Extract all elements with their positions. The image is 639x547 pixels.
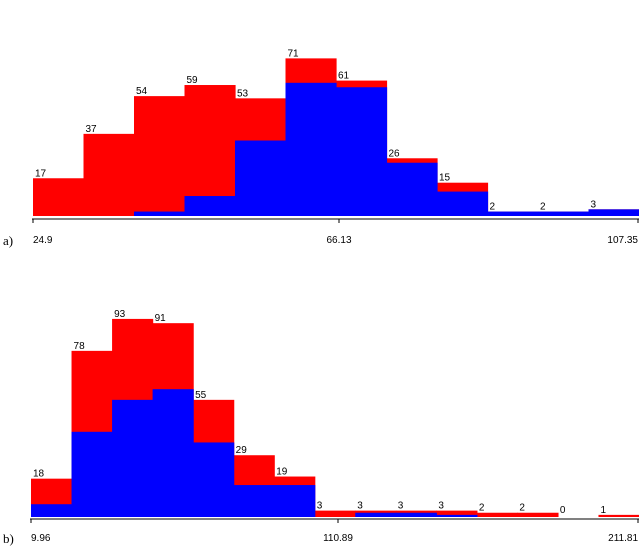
panel-label-b: b) [3,531,14,546]
bar-subset-b-5 [234,485,275,517]
count-label-a-3: 59 [187,75,199,86]
panel-label-a: a) [3,233,13,248]
bar-subset-b-4 [193,442,234,517]
bar-total-a-2 [134,96,185,216]
bar-subset-a-9 [488,212,539,216]
bar-subset-a-10 [538,212,589,216]
count-label-b-0: 18 [33,469,45,480]
count-label-b-8: 3 [357,501,363,512]
bar-subset-a-5 [286,83,337,216]
count-label-b-9: 3 [398,501,404,512]
bar-subset-b-6 [274,485,315,517]
bar-total-a-0 [33,178,84,216]
count-label-b-5: 29 [236,445,248,456]
count-label-b-12: 2 [519,503,525,514]
count-label-b-1: 78 [74,341,86,352]
count-label-b-14: 1 [600,505,606,516]
count-label-a-11: 3 [591,199,597,210]
count-label-a-8: 15 [439,173,451,184]
count-label-a-9: 2 [490,202,496,213]
bar-subset-a-2 [134,212,185,216]
bar-subset-b-3 [153,389,194,517]
count-label-a-6: 61 [338,71,350,82]
tick-label-a-0: 24.9 [33,235,53,246]
count-label-b-11: 2 [479,503,485,514]
count-label-a-7: 26 [389,148,401,159]
count-label-a-4: 53 [237,88,249,99]
bar-subset-b-8 [355,513,396,517]
count-label-b-3: 91 [155,313,167,324]
count-label-a-10: 2 [540,202,546,213]
bar-subset-a-11 [589,209,639,216]
tick-label-a-2: 107.35 [607,235,638,246]
count-label-b-4: 55 [195,390,207,401]
bar-subset-b-0 [31,504,72,517]
count-label-b-7: 3 [317,501,323,512]
tick-label-b-1: 110.89 [323,533,353,544]
count-label-a-5: 71 [288,48,300,59]
bar-subset-a-4 [235,141,286,216]
tick-label-a-1: 66.13 [326,235,351,246]
count-label-a-1: 37 [86,124,98,135]
bar-subset-a-7 [387,163,438,216]
count-label-b-10: 3 [438,501,444,512]
count-label-b-2: 93 [114,309,126,320]
bar-subset-b-1 [72,432,113,517]
bar-subset-a-8 [437,192,488,216]
tick-label-b-2: 211.81 [608,533,638,544]
count-label-b-6: 19 [276,467,288,478]
bar-subset-a-3 [185,196,236,216]
count-label-b-13: 0 [560,505,566,516]
tick-label-b-0: 9.96 [31,533,51,544]
count-label-a-2: 54 [136,86,148,97]
bar-subset-a-6 [336,87,387,216]
bar-subset-b-9 [396,513,437,517]
bar-subset-b-10 [436,515,477,517]
bar-subset-b-2 [112,400,153,517]
bar-total-a-1 [84,134,135,216]
count-label-a-0: 17 [35,168,47,179]
